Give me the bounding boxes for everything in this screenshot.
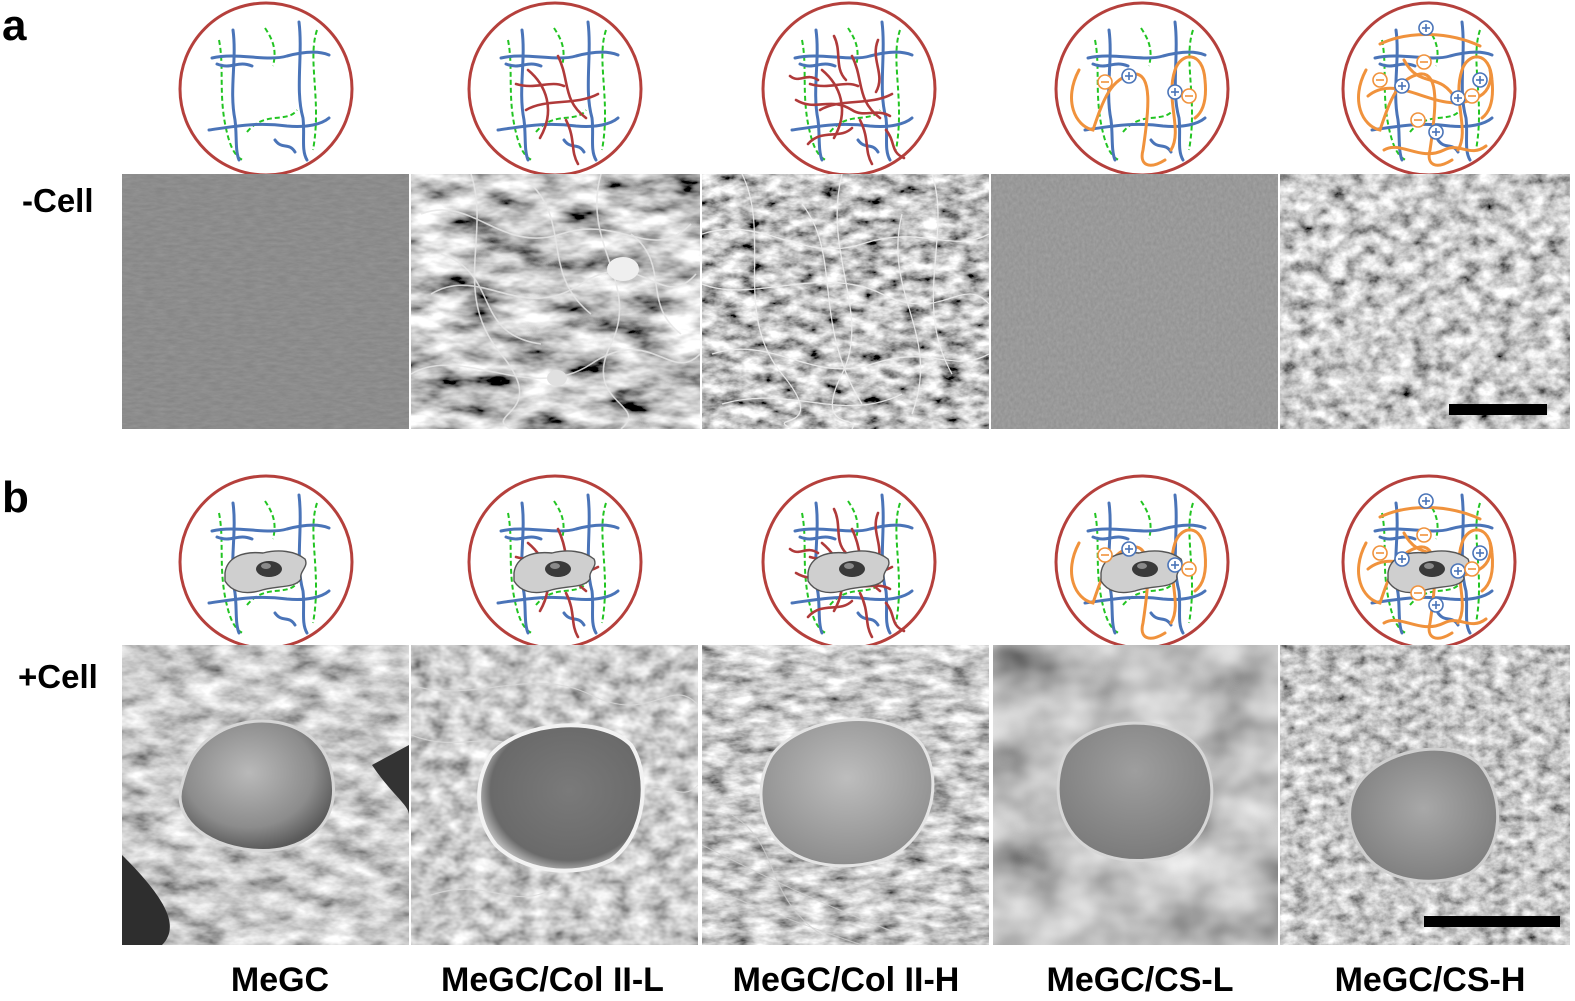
hydrogel-schematic-icon xyxy=(761,474,937,650)
plus-charge-icon xyxy=(1428,124,1444,140)
sem-image-minus-cell-cs-h xyxy=(1280,174,1570,429)
hydrogel-schematic-icon xyxy=(178,1,354,177)
sem-image-plus-cell-col-ii-h xyxy=(702,645,989,945)
minus-charge-icon xyxy=(1097,74,1113,90)
minus-charge-icon xyxy=(1464,561,1480,577)
hydrogel-schematic-icon xyxy=(761,1,937,177)
minus-charge-icon xyxy=(1464,88,1480,104)
hydrogel-schematic-icon xyxy=(1054,474,1230,650)
row-label-plus-cell: +Cell xyxy=(18,658,98,695)
minus-charge-icon xyxy=(1410,112,1426,128)
hydrogel-schematic-icon xyxy=(1341,474,1517,650)
row-label-minus-cell: -Cell xyxy=(22,182,94,219)
plus-charge-icon xyxy=(1450,563,1466,579)
hydrogel-schematic-icon xyxy=(178,474,354,650)
plus-charge-icon xyxy=(1394,78,1410,94)
plus-charge-icon xyxy=(1167,84,1183,100)
hydrogel-schematic-icon xyxy=(1054,1,1230,177)
sem-image-plus-cell-megc xyxy=(122,645,409,945)
minus-charge-icon xyxy=(1416,527,1432,543)
sem-image-minus-cell-cs-l xyxy=(991,174,1278,429)
group-label: MeGC xyxy=(230,961,330,999)
panel-letter-b: b xyxy=(2,473,29,522)
cell-icon xyxy=(513,550,596,594)
panel-letter-a: a xyxy=(2,1,27,50)
minus-charge-icon xyxy=(1372,545,1388,561)
plus-charge-icon xyxy=(1121,541,1137,557)
plus-charge-icon xyxy=(1472,545,1488,561)
minus-charge-icon xyxy=(1097,547,1113,563)
minus-charge-icon xyxy=(1181,561,1197,577)
plus-charge-icon xyxy=(1418,20,1434,36)
scale-bar xyxy=(1424,916,1560,927)
minus-charge-icon xyxy=(1372,72,1388,88)
hydrogel-schematic-icon xyxy=(467,1,643,177)
sem-image-plus-cell-cs-h xyxy=(1280,645,1570,945)
plus-charge-icon xyxy=(1450,90,1466,106)
cell-icon xyxy=(807,550,890,594)
minus-charge-icon xyxy=(1410,585,1426,601)
group-label: MeGC/CS-H xyxy=(1334,961,1526,999)
sem-image-plus-cell-col-ii-l xyxy=(411,645,698,945)
group-label: MeGC/CS-L xyxy=(1046,961,1234,999)
plus-charge-icon xyxy=(1121,68,1137,84)
sem-image-minus-cell-col-ii-h xyxy=(702,174,989,429)
minus-charge-icon xyxy=(1181,88,1197,104)
sem-image-plus-cell-cs-l xyxy=(993,645,1278,945)
plus-charge-icon xyxy=(1428,597,1444,613)
scale-bar xyxy=(1449,404,1547,415)
plus-charge-icon xyxy=(1394,551,1410,567)
sem-image-minus-cell-col-ii-l xyxy=(411,174,700,429)
hydrogel-schematic-icon xyxy=(467,474,643,650)
minus-charge-icon xyxy=(1416,54,1432,70)
plus-charge-icon xyxy=(1472,72,1488,88)
cell-icon xyxy=(224,550,307,594)
sem-image-minus-cell-megc xyxy=(122,174,409,429)
plus-charge-icon xyxy=(1418,493,1434,509)
plus-charge-icon xyxy=(1167,557,1183,573)
group-label: MeGC/Col II-H xyxy=(732,961,960,999)
hydrogel-schematic-icon xyxy=(1341,1,1517,177)
group-label: MeGC/Col II-L xyxy=(441,961,664,999)
